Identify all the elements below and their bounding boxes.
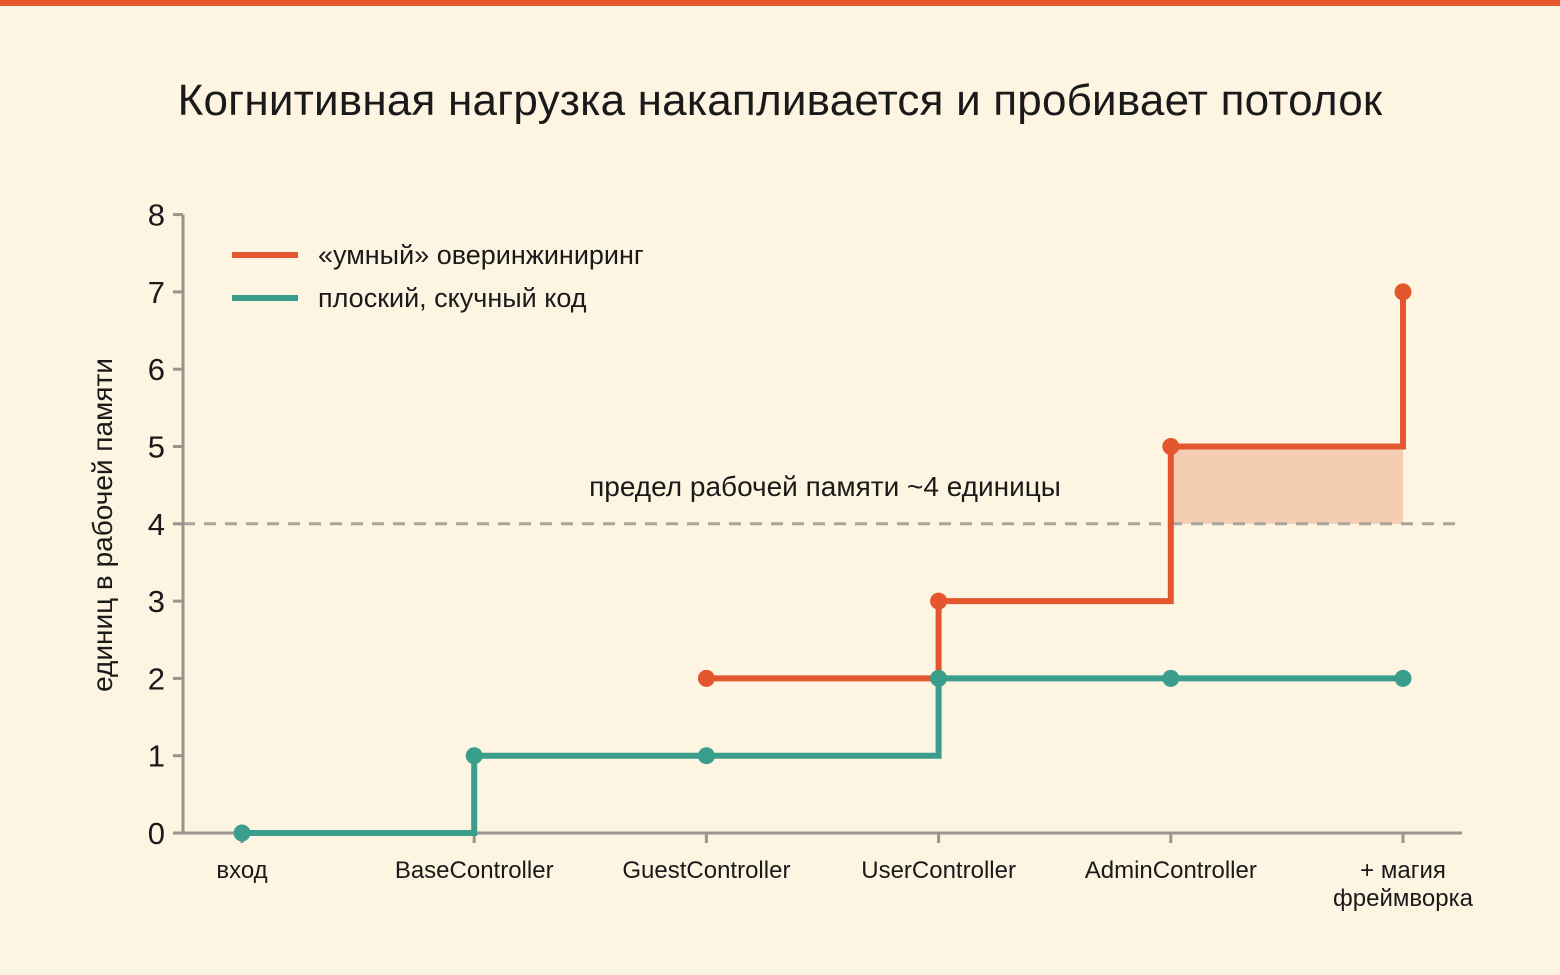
y-tick-label: 7 [148, 275, 165, 310]
series-point [697, 747, 715, 765]
threshold-group: предел рабочей памяти ~4 единицы [183, 471, 1462, 526]
y-axis-label: единиц в рабочей памяти [87, 358, 118, 692]
y-tick-label: 0 [148, 816, 165, 851]
series-point [1162, 438, 1180, 455]
series-point [930, 669, 948, 687]
y-tick-label: 1 [148, 739, 165, 774]
overflow-region [1170, 446, 1403, 524]
series-point [465, 747, 483, 765]
top-accent-bar [0, 0, 1560, 6]
legend-label: «умный» оверинжиниринг [318, 240, 644, 270]
series-group [233, 283, 1412, 842]
series-point [1394, 669, 1412, 687]
axes: 0 1 2 3 4 5 6 7 8 вход BaseController GuestControll… [87, 198, 1474, 912]
y-tick-label: 8 [148, 198, 165, 233]
legend: «умный» оверинжиниринг плоский, скучный к… [232, 240, 644, 313]
legend-label: плоский, скучный код [318, 283, 587, 313]
series-point [1394, 283, 1412, 301]
x-tick-label: AdminController [1085, 857, 1257, 884]
x-tick-label: + магия [1360, 857, 1446, 884]
x-tick-label: UserController [861, 857, 1016, 884]
series-point [1162, 669, 1180, 687]
x-tick-label: BaseController [395, 857, 554, 884]
x-tick-label: вход [216, 857, 267, 884]
series-line [242, 675, 1403, 836]
x-tick-label: фреймворка [1333, 885, 1474, 912]
series-point [233, 824, 251, 842]
series-point [930, 592, 948, 610]
chart-title: Когнитивная нагрузка накапливается и про… [177, 76, 1383, 125]
y-tick-label: 5 [148, 430, 165, 465]
y-tick-label: 4 [148, 507, 165, 542]
y-tick-label: 3 [148, 584, 165, 619]
x-tick-label: GuestController [622, 857, 790, 884]
y-tick-label: 6 [148, 352, 165, 387]
y-tick-label: 2 [148, 661, 165, 696]
threshold-label: предел рабочей памяти ~4 единицы [589, 471, 1061, 502]
overflow-area [1170, 446, 1403, 524]
series-point [697, 669, 715, 687]
